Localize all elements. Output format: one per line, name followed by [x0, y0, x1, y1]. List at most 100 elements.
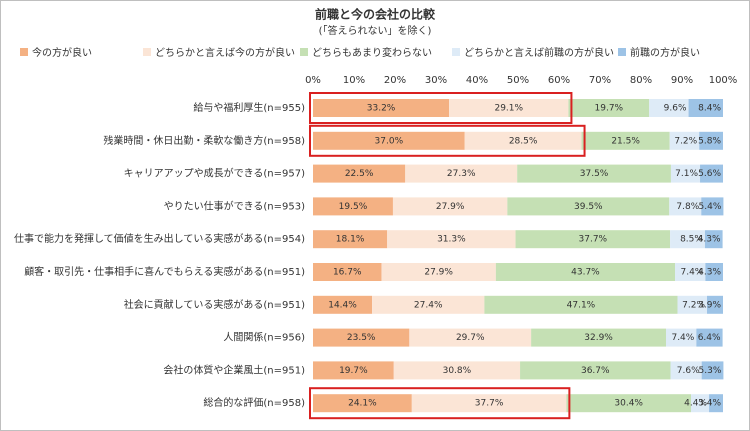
- bar-segment: [700, 164, 723, 183]
- legend-label: どちらもあまり変わらない: [312, 46, 432, 59]
- highlight-box: [309, 92, 573, 124]
- bar-segment: [531, 328, 667, 347]
- bar-segment: [484, 295, 678, 314]
- bar-segment: [670, 361, 702, 380]
- value-label: 7.1%: [675, 169, 698, 179]
- bar-segment: [669, 197, 702, 216]
- bar-segment: [707, 295, 723, 314]
- value-label: 37.7%: [579, 235, 608, 245]
- value-label: 21.5%: [611, 136, 640, 146]
- bar-segment: [566, 394, 692, 413]
- bar-segment: [411, 394, 567, 413]
- bar-segment: [313, 131, 465, 150]
- bar-segment: [313, 394, 412, 413]
- bar-segment: [709, 394, 723, 413]
- value-label: 5.4%: [699, 202, 722, 212]
- value-label: 7.4%: [671, 333, 694, 343]
- x-tick-label: 90%: [671, 75, 693, 86]
- y-tick-label: 社会に貢献している実感がある(n=951): [124, 298, 305, 311]
- bar-segment: [701, 361, 724, 380]
- value-label: 5.8%: [698, 136, 721, 146]
- bar-segment: [409, 328, 532, 347]
- bar-segment: [313, 164, 406, 183]
- y-tick-label: 仕事で能力を発揮して価値を生み出している実感がある(n=954): [14, 232, 305, 245]
- bar-segment: [520, 361, 671, 380]
- x-tick-label: 70%: [589, 75, 611, 86]
- value-label: 37.7%: [475, 399, 504, 409]
- value-label: 7.2%: [674, 136, 697, 146]
- legend-swatch: [20, 48, 28, 56]
- x-tick-label: 60%: [548, 75, 570, 86]
- value-label: 27.4%: [414, 300, 443, 310]
- chart-title: 前職と今の会社の比較: [315, 7, 436, 22]
- value-label: 27.3%: [447, 169, 476, 179]
- bar-segment: [670, 164, 701, 183]
- legend-label: 前職の方が良い: [630, 46, 700, 59]
- bar-segment: [677, 295, 708, 314]
- value-label: 19.5%: [339, 202, 368, 212]
- bar-segment: [313, 295, 373, 314]
- bar-segment: [313, 328, 410, 347]
- bar-segment: [675, 263, 706, 281]
- value-label: 24.1%: [348, 399, 377, 409]
- y-tick-label: キャリアアップや成長ができる(n=957): [124, 167, 306, 180]
- highlight-box: [309, 387, 571, 420]
- legend-label: どちらかと言えば前職の方が良い: [464, 46, 614, 59]
- value-label: 32.9%: [584, 333, 613, 343]
- value-label: 31.3%: [437, 235, 466, 245]
- value-label: 19.7%: [595, 104, 624, 114]
- bar-segment: [313, 361, 394, 380]
- value-label: 4.4%: [684, 399, 707, 409]
- chart-subtitle: (「答えられない」を除く): [319, 24, 432, 37]
- bar-segment: [666, 328, 697, 347]
- x-tick-label: 30%: [425, 75, 447, 86]
- value-label: 27.9%: [424, 268, 453, 278]
- value-label: 27.9%: [436, 202, 465, 212]
- value-label: 30.8%: [443, 366, 472, 376]
- value-label: 8.5%: [680, 235, 703, 245]
- y-tick-label: 残業時間・休日出勤・柔軟な働き方(n=958): [103, 134, 305, 147]
- legend-swatch: [452, 48, 460, 56]
- highlight-box: [309, 124, 586, 157]
- bar-segment: [670, 230, 705, 249]
- value-label: 43.7%: [571, 268, 600, 278]
- bar-segment: [449, 99, 569, 117]
- legend-swatch: [300, 48, 308, 56]
- bar-segment: [669, 131, 700, 150]
- x-tick-label: 50%: [507, 75, 529, 86]
- value-label: 4.3%: [698, 268, 721, 278]
- bar-segment: [372, 295, 485, 314]
- value-label: 23.5%: [347, 333, 376, 343]
- value-label: 14.4%: [328, 300, 357, 310]
- bar-segment: [381, 263, 496, 281]
- bar-segment: [313, 99, 450, 117]
- legend-swatch: [143, 48, 151, 56]
- value-label: 30.4%: [614, 399, 643, 409]
- y-tick-label: 人間関係(n=956): [223, 332, 305, 344]
- bar-segment: [517, 164, 671, 183]
- bar-segment: [701, 197, 724, 216]
- value-label: 29.1%: [494, 104, 523, 114]
- value-label: 18.1%: [336, 235, 365, 245]
- bar-segment: [495, 263, 676, 281]
- x-tick-label: 20%: [384, 75, 406, 86]
- bar-segment: [691, 394, 710, 413]
- x-tick-label: 80%: [630, 75, 652, 86]
- value-label: 3.9%: [698, 300, 721, 310]
- bar-segment: [507, 197, 670, 216]
- bar-segment: [313, 263, 382, 281]
- bar-segment: [387, 230, 516, 249]
- value-label: 33.2%: [367, 104, 396, 114]
- bar-segment: [581, 131, 670, 150]
- y-tick-label: 会社の体質や企業風土(n=951): [163, 363, 305, 376]
- bar-segment: [405, 164, 518, 183]
- bar-segment: [515, 230, 671, 249]
- x-tick-label: 100%: [709, 75, 738, 86]
- bar-segment: [568, 99, 650, 117]
- value-label: 9.6%: [664, 104, 687, 114]
- bar-segment: [705, 263, 723, 281]
- value-label: 37.5%: [580, 169, 609, 179]
- value-label: 7.6%: [677, 366, 700, 376]
